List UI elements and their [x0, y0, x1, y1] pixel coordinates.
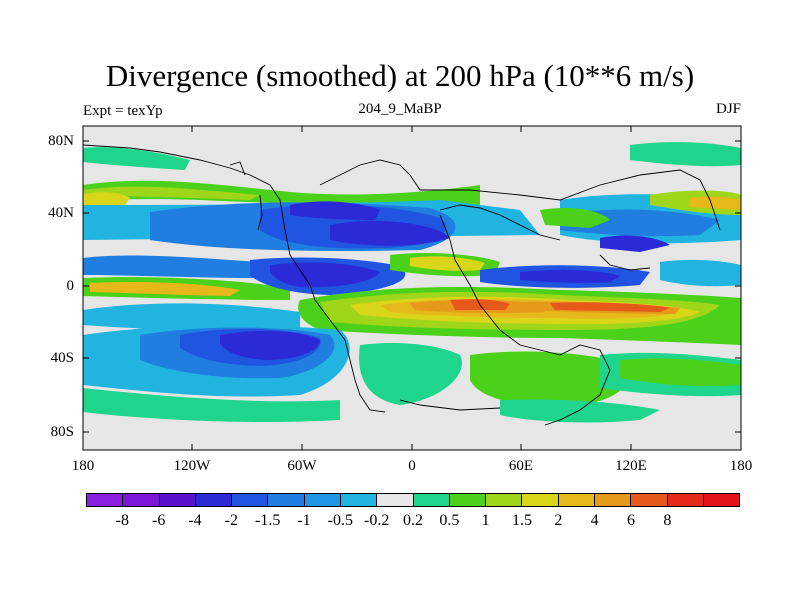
colorbar-swatch: [304, 494, 341, 506]
y-tick-label: 40S: [50, 350, 74, 366]
experiment-label: Expt = texYp: [83, 103, 163, 119]
colorbar-swatch: [631, 494, 668, 506]
colorbar-swatch: [413, 494, 450, 506]
colorbar-swatch: [123, 494, 160, 506]
y-tick-label: 80S: [50, 424, 74, 440]
x-tick-label: 180: [729, 458, 753, 474]
y-tick-label: 40N: [48, 205, 74, 221]
colorbar-swatch: [486, 494, 523, 506]
colorbar-label: 8: [663, 512, 672, 529]
contour-field: [83, 126, 741, 450]
colorbar-swatch: [449, 494, 487, 506]
colorbar-label: 2: [554, 512, 563, 529]
colorbar-swatch: [268, 494, 305, 506]
chart-title: Divergence (smoothed) at 200 hPa (10**6 …: [105, 58, 695, 93]
run-id-label: 204_9_MaBP: [358, 101, 442, 117]
season-label: DJF: [715, 101, 741, 117]
colorbar-label: -8: [115, 512, 129, 529]
colorbar-swatch: [340, 494, 378, 506]
colorbar-swatch: [667, 494, 704, 506]
x-tick-label: 60E: [508, 458, 534, 474]
x-tick-label: 120W: [173, 458, 211, 474]
x-tick-label: 60W: [287, 458, 317, 474]
colorbar-swatch: [232, 494, 269, 506]
colorbar-swatch: [703, 494, 740, 506]
x-tick-label: 120E: [615, 458, 647, 474]
colorbar-swatch: [87, 494, 124, 506]
colorbar: [86, 493, 740, 507]
colorbar-label: 0.5: [439, 512, 460, 529]
colorbar-label: -2: [224, 512, 238, 529]
colorbar-label: 1: [481, 512, 490, 529]
colorbar-swatch: [159, 494, 196, 506]
colorbar-label: 0.2: [403, 512, 423, 529]
colorbar-swatch: [558, 494, 595, 506]
colorbar-label: -1: [297, 512, 311, 529]
colorbar-label: 1.5: [512, 512, 532, 529]
colorbar-label: -0.2: [363, 512, 390, 529]
colorbar-swatch: [522, 494, 559, 506]
colorbar-label: -6: [151, 512, 166, 529]
colorbar-swatch: [195, 494, 233, 506]
colorbar-label: -0.5: [327, 512, 353, 529]
y-tick-label: 0: [66, 278, 75, 294]
coastlines: [82, 144, 721, 426]
colorbar-label: -4: [188, 512, 202, 529]
colorbar-label: 4: [590, 512, 599, 529]
y-tick-label: 80N: [48, 133, 74, 149]
x-tick-label: 0: [408, 458, 416, 474]
x-tick-label: 180: [71, 458, 95, 474]
colorbar-label: 6: [627, 512, 635, 529]
colorbar-swatch: [377, 494, 414, 506]
colorbar-label: -1.5: [254, 512, 281, 529]
colorbar-swatch: [594, 494, 632, 506]
axis-ticks: [83, 126, 741, 450]
